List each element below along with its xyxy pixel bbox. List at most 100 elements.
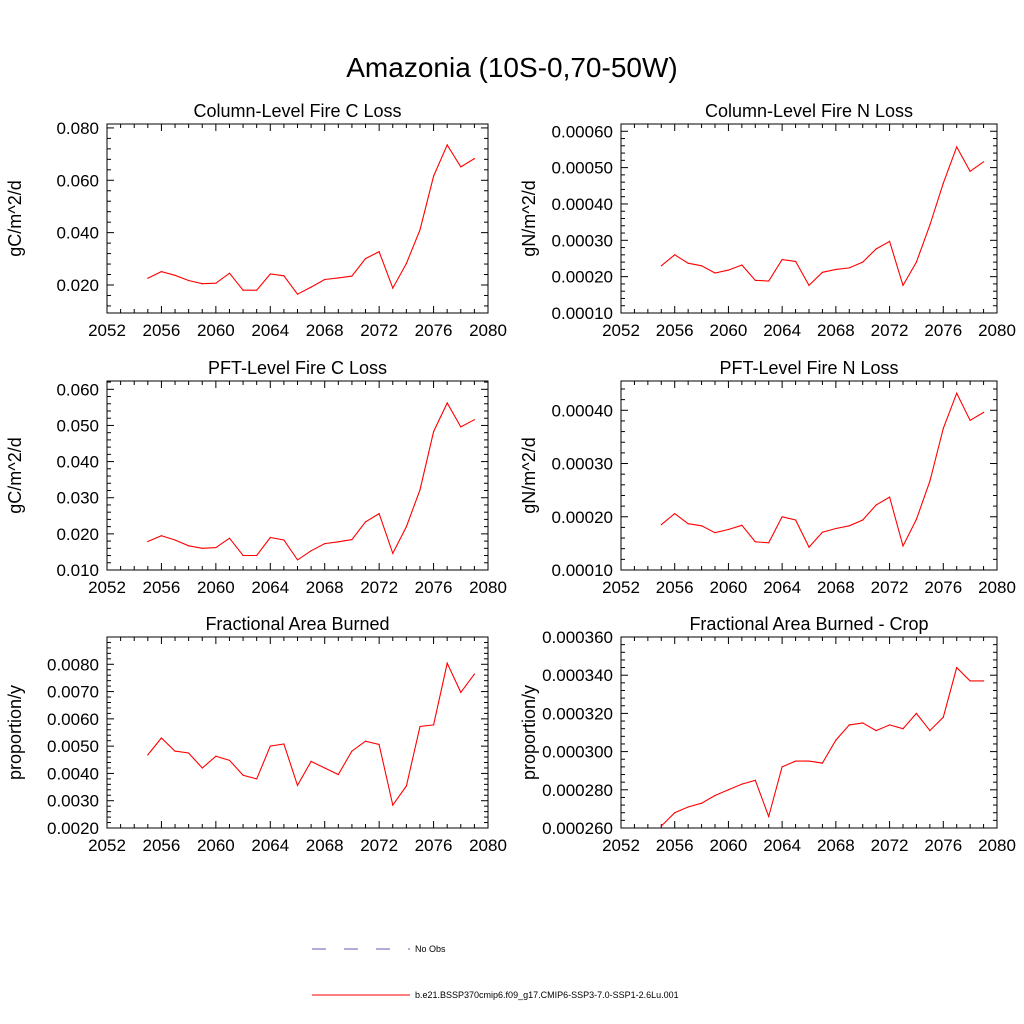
data-point [351, 539, 353, 541]
legend-obs-label: No Obs [415, 944, 446, 954]
data-point [405, 526, 407, 528]
x-tick-label: 2052 [602, 578, 640, 597]
data-point [889, 724, 891, 726]
x-tick-label: 2076 [415, 321, 453, 340]
x-tick-label: 2052 [88, 321, 126, 340]
x-tick-label: 2068 [306, 578, 344, 597]
data-point [821, 271, 824, 273]
data-point [714, 794, 716, 797]
data-point [674, 254, 676, 256]
data-point [296, 293, 299, 295]
data-point [215, 547, 217, 549]
data-point [714, 272, 716, 274]
y-tick-label: 0.0020 [47, 819, 99, 838]
data-point [902, 728, 904, 730]
y-tick-label: 0.020 [56, 525, 99, 544]
data-point [956, 392, 958, 394]
x-tick-label: 2056 [143, 836, 181, 855]
y-axis-label: gC/m^2/d [5, 437, 25, 513]
data-point [419, 489, 421, 491]
data-point [310, 550, 312, 552]
chart-panel-2: Column-Level Fire N Loss gN/m^2/d 2052 2056… [519, 101, 1016, 340]
data-point [228, 537, 231, 539]
data-point [781, 516, 783, 518]
y-tick-label: 0.0030 [47, 792, 99, 811]
data-point [188, 279, 190, 282]
data-point [956, 146, 958, 148]
data-point [727, 269, 730, 271]
y-tick-label: 0.00040 [552, 195, 613, 214]
data-point [835, 527, 837, 530]
data-point [848, 267, 850, 269]
chart-panel-4: PFT-Level Fire N Loss gN/m^2/d 2052 2056 206… [519, 358, 1016, 597]
data-point [242, 774, 244, 776]
data-point [768, 280, 770, 282]
data-point [147, 540, 149, 543]
data-point [875, 730, 877, 732]
data-point [741, 783, 743, 785]
data-point [875, 504, 877, 506]
data-point [296, 784, 299, 787]
data-point [188, 545, 190, 547]
y-tick-label: 0.00010 [552, 561, 613, 580]
x-tick-label: 2076 [924, 321, 962, 340]
data-point [283, 539, 285, 541]
x-tick-label: 2060 [710, 321, 748, 340]
x-tick-label: 2080 [469, 321, 507, 340]
data-point [160, 535, 162, 537]
x-tick-label: 2068 [306, 321, 344, 340]
legend-model-label: b.e21.BSSP370cmip6.f09_g17.CMIP6-SSP3-7.… [415, 990, 679, 1000]
y-tick-label: 0.0080 [47, 655, 99, 674]
data-point [969, 170, 971, 172]
data-point [174, 750, 176, 752]
x-tick-label: 2080 [469, 836, 507, 855]
x-tick-label: 2072 [360, 836, 398, 855]
data-point [795, 519, 797, 521]
y-axis-label: gN/m^2/d [519, 180, 539, 256]
data-point [754, 779, 756, 781]
data-point [929, 730, 931, 732]
data-point [256, 778, 258, 780]
data-point [473, 673, 475, 675]
y-tick-label: 0.060 [56, 171, 99, 190]
data-point [902, 284, 904, 286]
data-point [821, 762, 824, 764]
data-point [902, 545, 904, 547]
data-point [337, 773, 339, 776]
y-tick-label: 0.040 [56, 224, 99, 243]
data-point [687, 806, 689, 808]
data-point [446, 144, 448, 146]
data-point [660, 265, 662, 267]
data-point [174, 539, 176, 541]
data-point [727, 528, 730, 531]
x-tick-label: 2056 [656, 578, 694, 597]
y-tick-label: 0.00020 [552, 268, 613, 287]
x-tick-label: 2072 [871, 321, 909, 340]
data-point [687, 262, 689, 264]
data-point [242, 554, 244, 557]
x-tick-label: 2056 [143, 321, 181, 340]
data-point [781, 259, 783, 261]
data-point [714, 532, 716, 534]
x-tick-label: 2076 [924, 578, 962, 597]
data-point [405, 785, 407, 787]
data-point [269, 536, 271, 539]
data-point [283, 743, 285, 745]
data-point [795, 760, 797, 762]
y-tick-label: 0.000260 [542, 819, 613, 838]
data-point [324, 278, 326, 281]
data-point [201, 767, 203, 769]
x-tick-label: 2052 [88, 578, 126, 597]
data-point [660, 524, 662, 526]
x-tick-label: 2064 [251, 836, 289, 855]
data-point [983, 680, 985, 682]
y-tick-label: 0.00040 [552, 401, 613, 420]
data-point [848, 724, 850, 726]
data-point [296, 559, 299, 561]
y-tick-label: 0.000320 [542, 704, 613, 723]
data-point [808, 284, 810, 286]
data-point [795, 260, 797, 262]
data-point [419, 725, 421, 728]
data-point [821, 531, 824, 533]
